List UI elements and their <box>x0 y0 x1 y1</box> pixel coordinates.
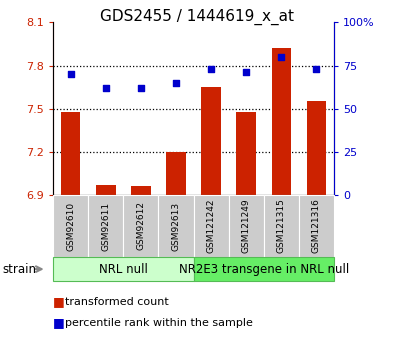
Bar <box>271 48 291 195</box>
Text: strain: strain <box>2 263 36 276</box>
Bar <box>96 185 116 195</box>
Text: NRL null: NRL null <box>99 263 148 276</box>
Bar <box>237 111 256 195</box>
Bar <box>61 111 81 195</box>
Point <box>173 80 179 86</box>
Text: ■: ■ <box>53 295 65 308</box>
Text: ■: ■ <box>53 316 65 329</box>
Point <box>103 85 109 91</box>
Text: GSM92612: GSM92612 <box>136 201 145 250</box>
Point <box>313 66 320 72</box>
Point <box>68 71 74 77</box>
Bar <box>201 87 221 195</box>
Text: GSM121242: GSM121242 <box>207 199 216 253</box>
Text: GSM121316: GSM121316 <box>312 198 321 254</box>
Text: GSM121249: GSM121249 <box>242 199 251 253</box>
Text: GSM92610: GSM92610 <box>66 201 75 250</box>
Text: GDS2455 / 1444619_x_at: GDS2455 / 1444619_x_at <box>100 9 295 25</box>
Text: GSM121315: GSM121315 <box>276 198 286 254</box>
Text: NR2E3 transgene in NRL null: NR2E3 transgene in NRL null <box>179 263 349 276</box>
Point <box>278 54 284 60</box>
Text: percentile rank within the sample: percentile rank within the sample <box>65 318 253 327</box>
Point <box>243 70 249 75</box>
Text: GSM92613: GSM92613 <box>171 201 181 250</box>
Bar <box>131 186 150 195</box>
Bar <box>307 101 326 195</box>
Text: transformed count: transformed count <box>65 297 169 307</box>
Bar <box>166 152 186 195</box>
Point <box>208 66 214 72</box>
Text: GSM92611: GSM92611 <box>102 201 111 250</box>
Point <box>138 85 144 91</box>
